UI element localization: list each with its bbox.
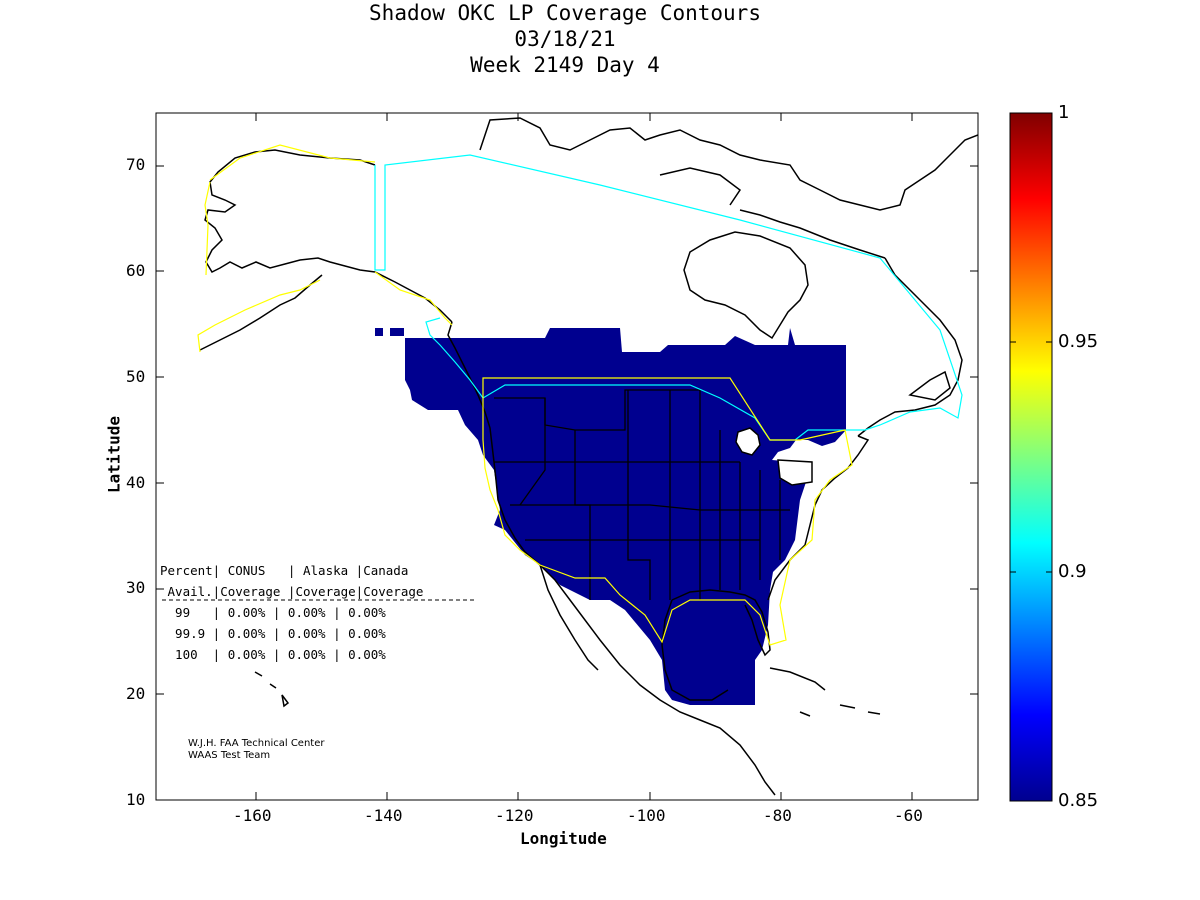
hawaii (254, 671, 290, 708)
colorbar-tick-label: 0.9 (1058, 561, 1087, 582)
plot-frame (155, 112, 979, 801)
arctic-islands (479, 117, 978, 211)
credits: W.J.H. FAA Technical Center WAAS Test Te… (188, 738, 324, 762)
alaska-coastline (204, 149, 453, 323)
table-row: 100 | 0.00% | 0.00% | 0.00% (160, 647, 386, 662)
aleutian-coast (199, 274, 323, 351)
x-tick-label: -60 (894, 806, 923, 825)
arctic-coast (739, 209, 886, 259)
y-tick-label: 70 (126, 155, 146, 174)
state-boundaries (494, 389, 790, 600)
colorbar-ticks (1010, 112, 1052, 802)
conus-boundary (482, 377, 853, 646)
colorbar-tick-label: 1 (1058, 102, 1070, 123)
axis-ticks (156, 113, 978, 801)
credits-line: W.J.H. FAA Technical Center (188, 738, 325, 749)
colorbar (1009, 112, 1053, 802)
hudson-bay-coast (683, 231, 809, 340)
y-axis-title: Latitude (104, 415, 124, 494)
coverage-island (390, 328, 404, 336)
coverage-island (375, 328, 383, 336)
chart-title-line2: 03/18/21 (514, 27, 616, 51)
labrador-coast (857, 257, 963, 437)
gulf-coast (671, 589, 771, 657)
west-coast (447, 321, 776, 796)
y-tick-label: 30 (126, 578, 146, 597)
x-tick-label: -100 (627, 806, 666, 825)
credits-line: WAAS Test Team (188, 750, 271, 761)
atlantic-coast (767, 435, 870, 601)
colorbar-tick-label: 0.95 (1058, 331, 1099, 352)
island-outline (659, 167, 742, 206)
lake-erie-area (777, 459, 813, 486)
x-tick-label: -140 (364, 806, 403, 825)
coverage-table: Percent| CONUS | Alaska |Canada Avail.|C… (160, 560, 423, 665)
chart-title-line3: Week 2149 Day 4 (470, 53, 660, 77)
table-row: 99.9 | 0.00% | 0.00% | 0.00% (160, 626, 386, 641)
table-header-row: Percent| CONUS | Alaska |Canada (160, 563, 409, 578)
baja-coast (539, 564, 599, 671)
canada-alaska-boundary (374, 154, 963, 441)
table-row: 99 | 0.00% | 0.00% | 0.00% (160, 605, 386, 620)
x-tick-label: -120 (495, 806, 534, 825)
table-header-row: Avail.|Coverage |Coverage|Coverage (160, 584, 424, 599)
chart-title-line1: Shadow OKC LP Coverage Contours (369, 1, 761, 25)
x-axis-title: Longitude (520, 829, 607, 848)
great-lakes (735, 427, 761, 456)
caribbean-islands (769, 667, 881, 717)
newfoundland (908, 370, 951, 401)
x-tick-label: -80 (763, 806, 792, 825)
y-tick-label: 50 (126, 367, 146, 386)
alaska-boundary (197, 144, 453, 353)
x-tick-label: -160 (233, 806, 272, 825)
y-tick-label: 10 (126, 790, 146, 809)
colorbar-tick-label: 0.85 (1058, 790, 1099, 811)
mexico-gulf-coast (661, 599, 729, 701)
coverage-region (405, 328, 846, 705)
y-tick-label: 40 (126, 473, 146, 492)
y-tick-label: 60 (126, 261, 146, 280)
y-tick-label: 20 (126, 684, 146, 703)
